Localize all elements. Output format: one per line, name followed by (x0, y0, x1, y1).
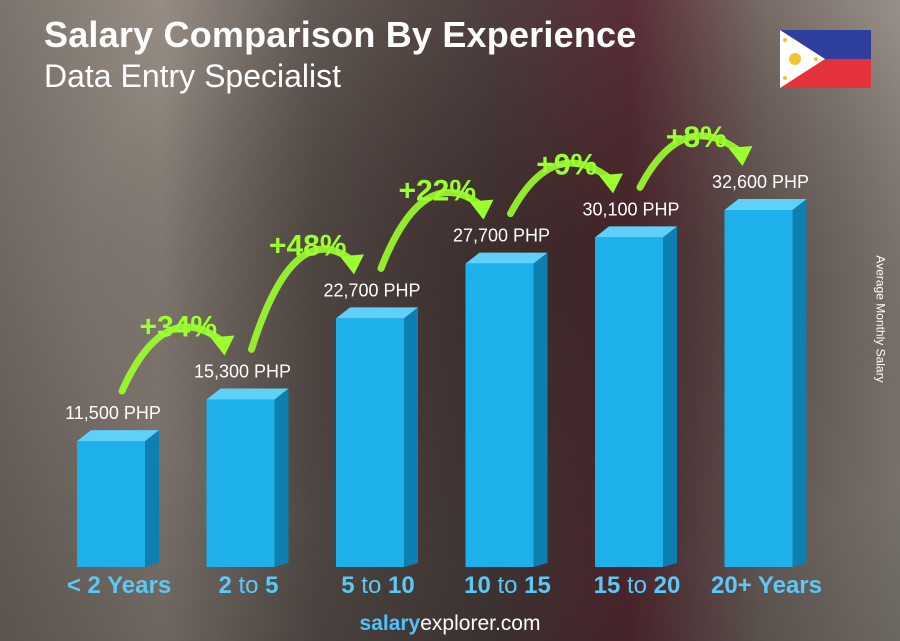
percent-increase-label: +34% (139, 310, 217, 343)
value-label: 32,600 PHP (712, 172, 809, 192)
brand-rest: explorer.com (420, 612, 541, 635)
arrow-head-icon (728, 146, 753, 166)
value-label: 11,500 PHP (65, 403, 161, 423)
bar (465, 263, 534, 567)
bar-top (336, 307, 418, 319)
x-tick-label: 15 to 20 (594, 572, 681, 599)
x-tick-label: 2 to 5 (218, 572, 278, 599)
percent-increase-label: +22% (398, 175, 476, 208)
value-label: 22,700 PHP (323, 280, 420, 300)
bar-side (792, 199, 807, 567)
bar-side (663, 226, 677, 567)
bar-top (77, 430, 159, 442)
x-tick-label: 10 to 15 (464, 572, 551, 599)
philippines-flag-icon (780, 30, 871, 88)
bar-side (274, 388, 289, 567)
bar (595, 237, 663, 567)
value-label: 15,300 PHP (194, 361, 291, 381)
arrow-head-icon (210, 335, 235, 356)
bar-top (465, 252, 548, 264)
increase-arrow (507, 159, 615, 218)
bar-top (724, 199, 807, 210)
bar-top (595, 226, 677, 238)
brand-bold: salary (359, 612, 421, 635)
x-tick-label: 5 to 10 (341, 572, 414, 599)
bar (206, 399, 275, 567)
percent-increase-label: +48% (269, 229, 347, 262)
x-tick-label: 20+ Years (711, 572, 822, 599)
arrow-head-icon (469, 199, 494, 220)
increase-arrow (636, 132, 744, 191)
bar (724, 210, 793, 567)
chart-subtitle: Data Entry Specialist (44, 58, 342, 94)
percent-increase-label: +8% (666, 121, 727, 154)
x-tick-label: < 2 Years (67, 572, 171, 599)
increase-arrow (248, 245, 356, 353)
chart-title: Salary Comparison By Experience (44, 14, 637, 55)
footer-brand[interactable]: salaryexplorer.com (0, 612, 900, 636)
bar (336, 318, 404, 567)
bar-side (404, 307, 418, 567)
bar-top (206, 388, 289, 400)
bar (77, 441, 145, 567)
arrow-head-icon (599, 173, 623, 194)
bar-side (145, 430, 159, 567)
arrow-head-icon (340, 254, 364, 275)
value-label: 30,100 PHP (582, 199, 679, 219)
value-label: 27,700 PHP (453, 226, 550, 246)
increase-arrow (118, 323, 226, 395)
percent-increase-label: +9% (536, 148, 597, 181)
bar-side (533, 252, 548, 567)
increase-arrow (377, 188, 485, 272)
